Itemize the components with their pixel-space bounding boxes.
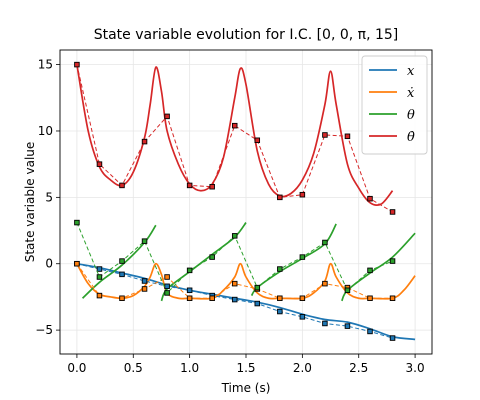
sample-markers	[74, 61, 396, 341]
x-tick-label: 1.5	[236, 361, 255, 375]
sample-point-x-dot	[164, 274, 170, 280]
sample-point-theta-dot	[344, 133, 351, 140]
sample-point-theta-dot	[141, 138, 148, 145]
y-tick-label: 0	[45, 257, 53, 271]
x-axis-label: Time (s)	[221, 381, 271, 395]
sample-point-theta	[231, 233, 238, 239]
sample-point-x	[96, 266, 103, 272]
sample-point-theta-dot	[277, 194, 283, 201]
sample-point-theta	[96, 274, 103, 280]
sample-point-theta-dot	[119, 182, 125, 189]
sample-point-x-dot	[322, 280, 328, 287]
legend-label-x: x	[407, 64, 415, 79]
sample-point-x-dot	[299, 295, 306, 301]
sample-point-theta-dot	[231, 122, 238, 129]
sample-point-theta-dot	[96, 161, 103, 167]
legend: xẋθ θ̇	[361, 55, 428, 155]
sample-point-theta	[119, 258, 125, 264]
legend-box	[361, 55, 428, 155]
x-tick-label: 0.5	[124, 361, 143, 375]
x-tick-label: 3.0	[406, 361, 425, 375]
sample-point-theta	[277, 266, 283, 272]
sample-point-x	[299, 314, 306, 320]
sample-point-x-dot	[74, 260, 80, 267]
sample-point-theta	[209, 254, 215, 260]
sample-point-theta	[141, 238, 148, 244]
sample-point-x-dot	[119, 295, 125, 301]
x-tick-label: 1.0	[180, 361, 199, 375]
sample-point-x-dot	[96, 292, 103, 299]
sample-line-x	[76, 263, 393, 339]
x-tick-label: 0.0	[67, 361, 86, 375]
sample-point-theta	[74, 219, 80, 226]
sample-point-theta-dot	[74, 61, 80, 68]
y-tick-label: 10	[38, 124, 53, 138]
sample-point-theta-dot	[367, 195, 373, 202]
sample-point-theta	[389, 258, 396, 264]
chart-title: State variable evolution for I.C. [0, 0,…	[94, 27, 399, 43]
series-line-theta-dot	[76, 64, 394, 206]
sample-point-x	[367, 328, 373, 335]
series-line-x	[76, 262, 416, 341]
y-axis-label: State variable value	[23, 142, 37, 263]
sample-point-theta	[164, 290, 170, 296]
sample-point-x	[141, 278, 148, 284]
sample-point-theta-dot	[322, 132, 328, 138]
sample-point-theta-dot	[209, 183, 215, 190]
sample-point-theta	[254, 284, 261, 291]
sample-point-x-dot	[367, 295, 373, 301]
sample-point-theta-dot	[186, 182, 193, 189]
sample-point-theta-dot	[299, 191, 306, 198]
sample-point-x	[254, 300, 261, 307]
sample-point-x	[119, 271, 125, 278]
y-tick-label: 15	[38, 58, 53, 72]
y-axis: −5 0 5 10 15	[35, 58, 60, 337]
sample-point-x	[389, 335, 396, 341]
sample-point-x-dot	[389, 295, 396, 301]
sample-line-theta-dot	[76, 64, 393, 213]
x-tick-label: 2.5	[349, 361, 368, 375]
sample-point-theta-dot	[389, 209, 396, 215]
sample-point-theta-dot	[254, 137, 261, 144]
sample-point-x-dot	[277, 295, 283, 301]
sample-point-x-dot	[186, 295, 193, 301]
sample-point-x	[231, 296, 238, 303]
plot-area	[74, 61, 416, 341]
sample-point-theta-dot	[164, 113, 170, 120]
sample-point-x	[277, 308, 283, 315]
sample-point-theta	[344, 287, 351, 294]
sample-point-theta	[367, 267, 373, 274]
sample-point-x	[344, 323, 351, 329]
x-tick-label: 2.0	[293, 361, 312, 375]
legend-label-theta-dot: θ̇	[407, 130, 415, 145]
sample-point-x	[164, 283, 170, 290]
y-tick-label: −5	[35, 323, 53, 337]
sample-point-x-dot	[231, 280, 238, 287]
x-axis: 0.0 0.5 1.0 1.5 2.0 2.5 3.0	[67, 354, 425, 375]
sample-point-x	[186, 287, 193, 294]
legend-label-x-dot: ẋ	[407, 86, 415, 101]
legend-label-theta: θ	[407, 108, 415, 123]
sample-point-theta	[322, 239, 328, 246]
sample-point-theta	[299, 254, 306, 260]
y-tick-label: 5	[45, 190, 53, 204]
sample-point-x	[322, 320, 328, 327]
sample-point-x-dot	[209, 295, 215, 301]
sample-point-theta	[186, 267, 193, 274]
sample-point-x-dot	[141, 286, 148, 292]
